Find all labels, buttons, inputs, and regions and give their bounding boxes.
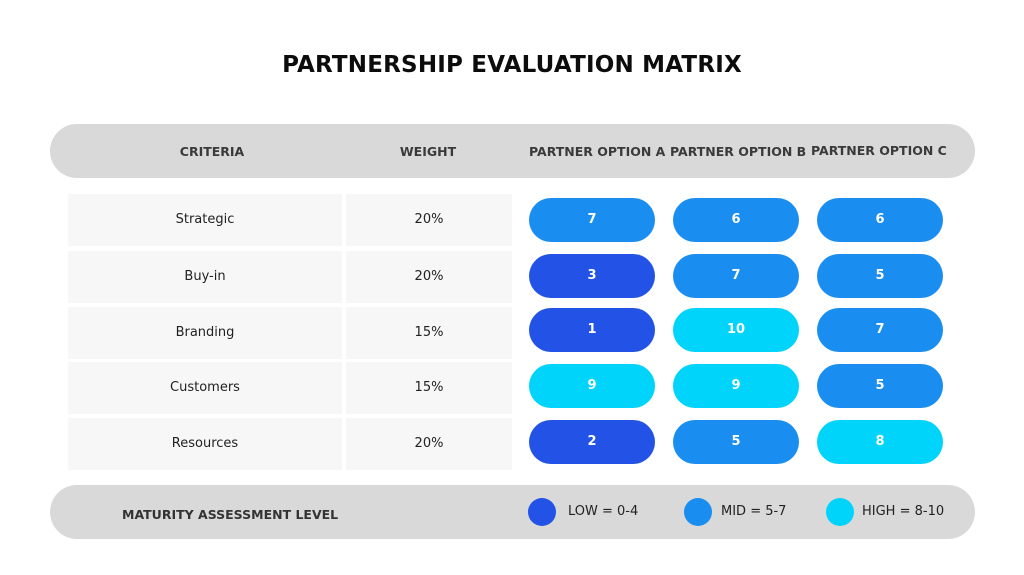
legend-title: MATURITY ASSESSMENT LEVEL — [122, 507, 339, 522]
score-pill-option-b: 10 — [673, 308, 799, 352]
score-pill-option-a: 7 — [529, 198, 655, 242]
criteria-cell: Branding — [68, 307, 342, 359]
legend-low-label: LOW = 0-4 — [568, 504, 639, 519]
score-pill-option-a: 3 — [529, 254, 655, 298]
score-pill-option-b: 9 — [673, 364, 799, 408]
legend-high-swatch — [826, 498, 854, 526]
page-title: PARTNERSHIP EVALUATION MATRIX — [282, 52, 742, 78]
score-pill-option-c: 5 — [817, 254, 943, 298]
legend-mid-swatch — [684, 498, 712, 526]
header-option-b: PARTNER OPTION B — [670, 144, 807, 159]
weight-cell: 20% — [346, 194, 512, 246]
table-header: CRITERIA WEIGHT PARTNER OPTION A PARTNER… — [50, 124, 975, 178]
header-weight: WEIGHT — [399, 144, 457, 159]
criteria-cell: Resources — [68, 418, 342, 470]
header-option-c: PARTNER OPTION C — [811, 143, 947, 158]
score-pill-option-c: 6 — [817, 198, 943, 242]
legend-low-swatch — [528, 498, 556, 526]
header-criteria: CRITERIA — [179, 144, 245, 159]
criteria-cell: Customers — [68, 362, 342, 414]
criteria-cell: Strategic — [68, 194, 342, 246]
weight-cell: 15% — [346, 362, 512, 414]
score-pill-option-c: 5 — [817, 364, 943, 408]
score-pill-option-c: 8 — [817, 420, 943, 464]
weight-cell: 20% — [346, 418, 512, 470]
score-pill-option-b: 5 — [673, 420, 799, 464]
score-pill-option-a: 1 — [529, 308, 655, 352]
legend-mid-label: MID = 5-7 — [721, 504, 787, 519]
weight-cell: 15% — [346, 307, 512, 359]
criteria-cell: Buy-in — [68, 251, 342, 303]
header-option-a: PARTNER OPTION A — [529, 144, 666, 159]
score-pill-option-a: 9 — [529, 364, 655, 408]
score-pill-option-b: 6 — [673, 198, 799, 242]
score-pill-option-b: 7 — [673, 254, 799, 298]
score-pill-option-a: 2 — [529, 420, 655, 464]
legend-high-label: HIGH = 8-10 — [862, 504, 945, 519]
weight-cell: 20% — [346, 251, 512, 303]
legend-bar: MATURITY ASSESSMENT LEVEL LOW = 0-4 MID =… — [50, 485, 975, 539]
score-pill-option-c: 7 — [817, 308, 943, 352]
